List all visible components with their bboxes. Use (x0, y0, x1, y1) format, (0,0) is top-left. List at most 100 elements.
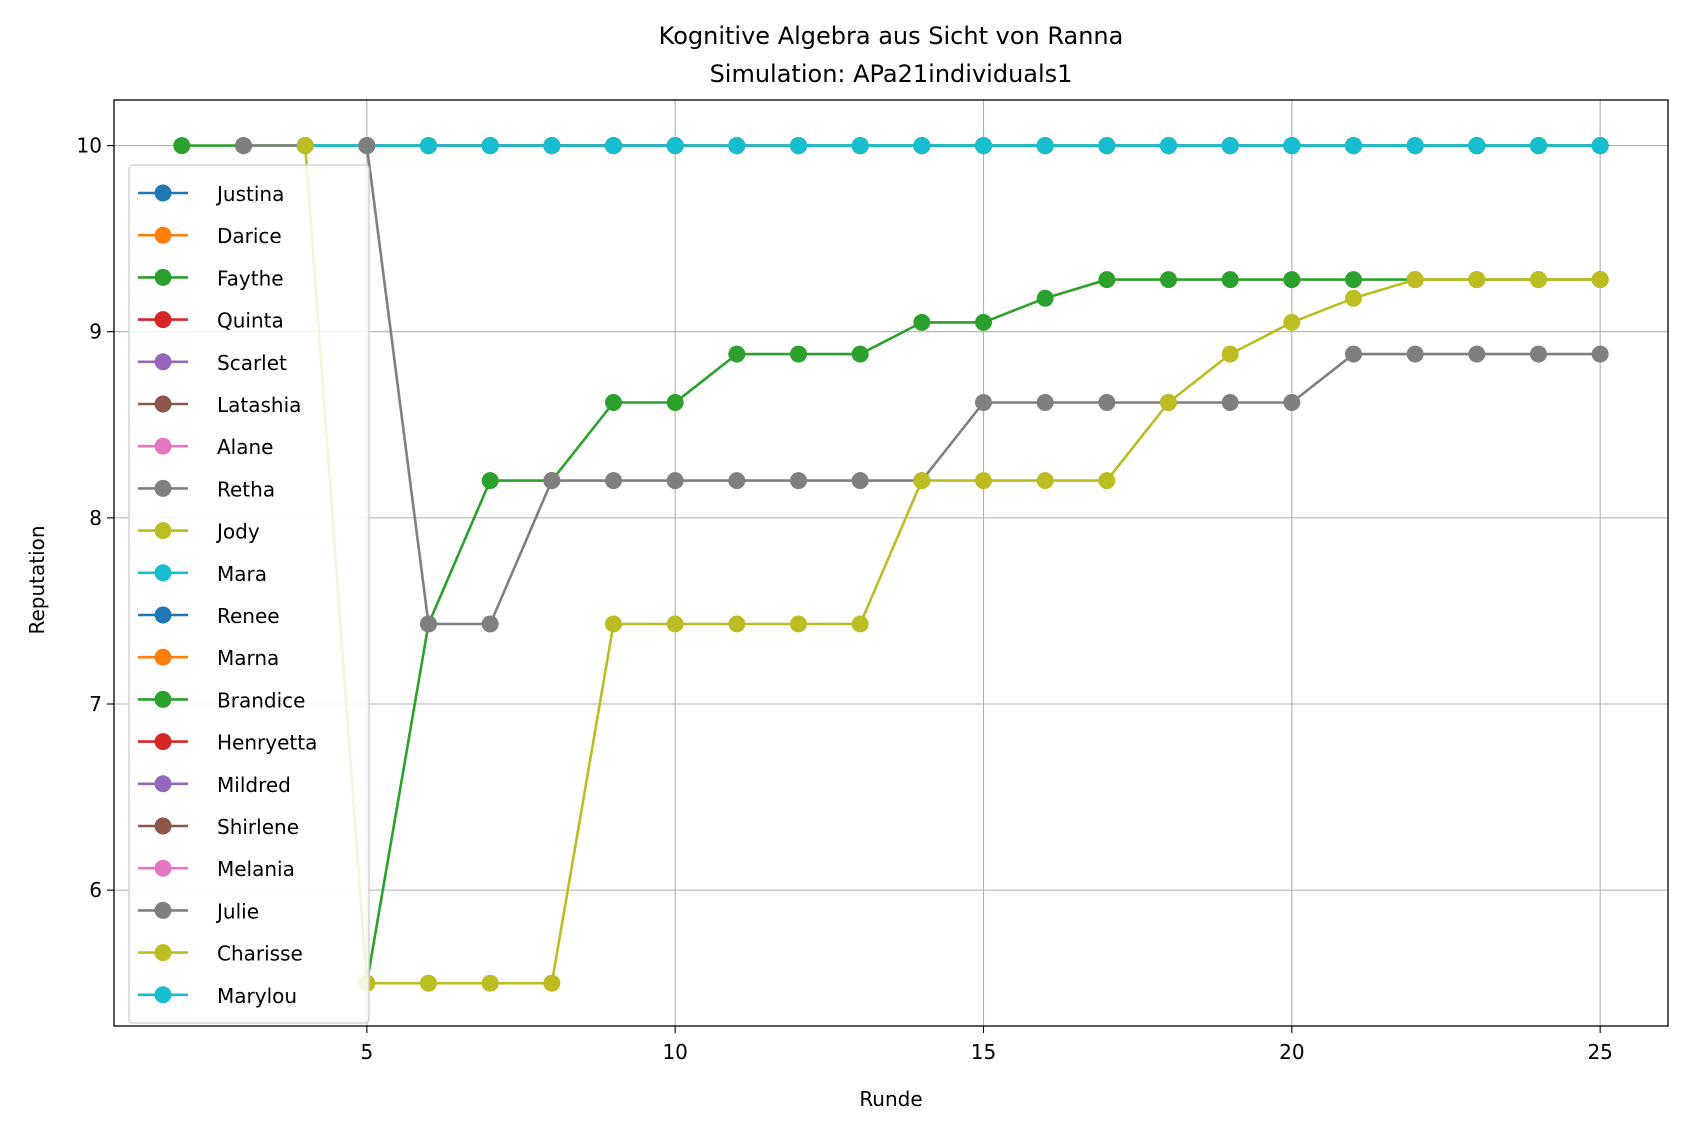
legend-label: Julie (215, 899, 259, 923)
legend-swatch-marker (154, 395, 172, 413)
legend-label: Marna (217, 646, 279, 670)
legend-label: Scarlet (217, 351, 287, 375)
data-point-mara (481, 137, 499, 155)
legend-label: Justina (215, 182, 284, 206)
y-tick-label: 7 (89, 692, 102, 716)
legend-label: Charisse (217, 942, 303, 966)
legend-item-melania: Melania (138, 857, 295, 881)
legend-item-charisse: Charisse (138, 942, 303, 966)
legend-label: Retha (217, 477, 275, 501)
legend-swatch-marker (154, 184, 172, 202)
data-point-charisse (605, 615, 622, 633)
data-point-marylou (975, 137, 992, 155)
x-tick-label: 20 (1279, 1040, 1304, 1064)
legend-swatch-marker (154, 775, 172, 793)
legend-swatch-marker (154, 606, 172, 624)
data-point-charisse (1036, 472, 1054, 490)
data-point-retha (235, 137, 252, 155)
x-tick-label: 25 (1587, 1040, 1612, 1064)
data-point-brandice (666, 393, 684, 411)
legend-swatch-marker (154, 859, 172, 877)
legend-box (128, 164, 370, 1024)
data-point-julie (1036, 393, 1054, 411)
legend-item-brandice: Brandice (138, 688, 305, 712)
data-point-julie (605, 472, 622, 490)
plot-series (173, 137, 1609, 992)
data-point-charisse (1591, 271, 1609, 289)
axis-ticks: 5 10 15 20 25 6 7 8 9 10 (77, 134, 1613, 1064)
data-point-marylou (1345, 137, 1362, 155)
data-point-brandice (481, 472, 499, 490)
legend-swatch-marker (154, 901, 172, 919)
y-axis-label: Reputation (25, 525, 49, 634)
legend-swatch-marker (154, 522, 172, 540)
legend-swatch-marker (154, 986, 172, 1004)
data-point-brandice (1283, 271, 1301, 289)
data-point-marylou (1468, 137, 1486, 155)
data-point-julie (728, 472, 746, 490)
legend-label: Mara (217, 562, 267, 586)
x-tick-label: 15 (971, 1040, 996, 1064)
y-tick-label: 6 (89, 878, 102, 902)
data-point-charisse (728, 615, 746, 633)
legend-item-faythe: Faythe (138, 266, 284, 290)
legend-item-shirlene: Shirlene (138, 815, 299, 839)
legend-item-marylou: Marylou (138, 984, 297, 1008)
data-point-brandice (790, 345, 807, 363)
data-point-charisse (1406, 271, 1424, 289)
series-marylou (790, 137, 1609, 155)
legend-label: Marylou (217, 984, 297, 1008)
legend-item-henryetta: Henryetta (138, 731, 317, 755)
data-point-julie (358, 137, 376, 155)
data-point-brandice (1036, 289, 1054, 307)
legend: Justina Darice Faythe Quinta Scarlet Latashia… (128, 164, 370, 1024)
data-point-marylou (1036, 137, 1054, 155)
legend-item-mildred: Mildred (138, 773, 291, 797)
data-point-charisse (1221, 345, 1239, 363)
legend-item-marna: Marna (138, 646, 279, 670)
data-point-charisse (1098, 472, 1116, 490)
data-point-mara (666, 137, 684, 155)
data-point-charisse (481, 974, 499, 992)
legend-label: Melania (217, 857, 295, 881)
legend-label: Darice (217, 224, 282, 248)
data-point-charisse (420, 974, 437, 992)
data-point-marylou (913, 137, 931, 155)
data-point-charisse (1283, 313, 1301, 331)
legend-swatch-marker (154, 311, 172, 329)
data-point-brandice (1098, 271, 1116, 289)
data-point-marylou (1098, 137, 1116, 155)
data-point-brandice (975, 313, 992, 331)
data-point-julie (1468, 345, 1486, 363)
legend-item-scarlet: Scarlet (138, 351, 287, 375)
legend-swatch-marker (154, 479, 172, 497)
chart-title: Kognitive Algebra aus Sicht von Ranna (659, 22, 1124, 50)
data-point-charisse (666, 615, 684, 633)
data-point-charisse (296, 137, 314, 155)
data-point-julie (1283, 393, 1301, 411)
legend-label: Faythe (217, 266, 284, 290)
data-point-brandice (851, 345, 869, 363)
data-point-marylou (1530, 137, 1547, 155)
data-point-charisse (913, 472, 931, 490)
x-tick-label: 10 (662, 1040, 687, 1064)
data-point-julie (1530, 345, 1547, 363)
data-point-julie (1406, 345, 1424, 363)
data-point-mara (543, 137, 561, 155)
data-point-charisse (1468, 271, 1486, 289)
legend-item-julie: Julie (138, 899, 259, 923)
data-point-brandice (605, 393, 622, 411)
data-point-marylou (1283, 137, 1301, 155)
legend-swatch-marker (154, 353, 172, 371)
legend-swatch-marker (154, 817, 172, 835)
data-point-brandice (1221, 271, 1239, 289)
y-tick-label: 10 (77, 134, 102, 158)
data-point-julie (1345, 345, 1362, 363)
legend-swatch-marker (154, 690, 172, 708)
data-point-julie (1591, 345, 1609, 363)
data-point-julie (790, 472, 807, 490)
data-point-julie (666, 472, 684, 490)
data-point-marylou (1160, 137, 1177, 155)
